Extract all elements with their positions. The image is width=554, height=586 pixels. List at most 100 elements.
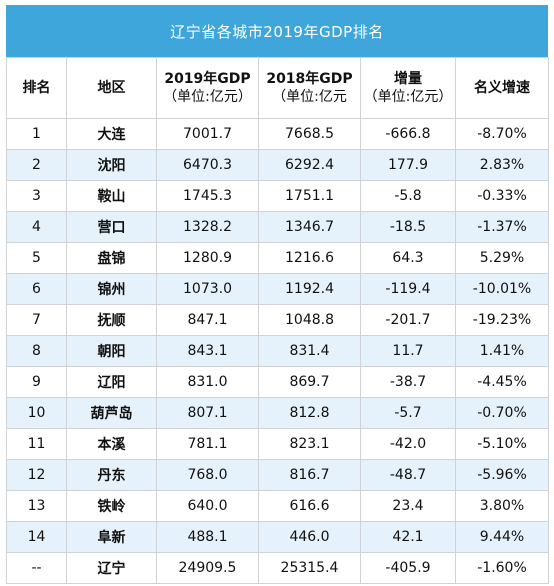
- table-row: 2 沈阳 6470.3 6292.4 177.9 2.83%: [6, 149, 549, 181]
- gdp-2018-cell: 1751.1: [258, 180, 361, 212]
- increase-cell: 23.4: [360, 490, 456, 522]
- gdp-2018-cell: 812.8: [258, 397, 361, 429]
- growth-rate-cell: -0.70%: [455, 397, 549, 429]
- growth-rate-cell: -0.33%: [455, 180, 549, 212]
- increase-cell: -201.7: [360, 304, 456, 336]
- table-row: 11 本溪 781.1 823.1 -42.0 -5.10%: [6, 428, 549, 460]
- header-gdp-2018: 2018年GDP （单位:亿元: [258, 57, 361, 119]
- rank-cell: 2: [6, 149, 67, 181]
- growth-rate-cell: 5.29%: [455, 242, 549, 274]
- region-cell: 营口: [66, 211, 157, 243]
- region-cell: 辽宁: [66, 552, 157, 584]
- rank-cell: 14: [6, 521, 67, 553]
- rank-cell: 11: [6, 428, 67, 460]
- rank-cell: 3: [6, 180, 67, 212]
- region-cell: 沈阳: [66, 149, 157, 181]
- region-cell: 辽阳: [66, 366, 157, 398]
- gdp-2019-cell: 807.1: [156, 397, 259, 429]
- header-gdp-2019-unit: （单位:亿元）: [163, 89, 252, 105]
- table-title: 辽宁省各城市2019年GDP排名: [6, 5, 548, 57]
- rank-cell: 12: [6, 459, 67, 491]
- rank-cell: 10: [6, 397, 67, 429]
- gdp-2018-cell: 25315.4: [258, 552, 361, 584]
- table-row: 12 丹东 768.0 816.7 -48.7 -5.96%: [6, 459, 549, 491]
- rank-cell: 6: [6, 273, 67, 305]
- gdp-2019-cell: 7001.7: [156, 118, 259, 150]
- header-gdp-2019: 2019年GDP （单位:亿元）: [156, 57, 259, 119]
- region-cell: 本溪: [66, 428, 157, 460]
- table-row: 1 大连 7001.7 7668.5 -666.8 -8.70%: [6, 118, 549, 150]
- table-row: 4 营口 1328.2 1346.7 -18.5 -1.37%: [6, 211, 549, 243]
- table-row: 10 葫芦岛 807.1 812.8 -5.7 -0.70%: [6, 397, 549, 429]
- increase-cell: 11.7: [360, 335, 456, 367]
- header-increase: 增量 （单位:亿元）: [360, 57, 456, 119]
- increase-cell: 177.9: [360, 149, 456, 181]
- gdp-2018-cell: 616.6: [258, 490, 361, 522]
- increase-cell: -405.9: [360, 552, 456, 584]
- growth-rate-cell: 1.41%: [455, 335, 549, 367]
- gdp-2019-cell: 847.1: [156, 304, 259, 336]
- growth-rate-cell: -8.70%: [455, 118, 549, 150]
- table-row: 6 锦州 1073.0 1192.4 -119.4 -10.01%: [6, 273, 549, 305]
- table-row: 8 朝阳 843.1 831.4 11.7 1.41%: [6, 335, 549, 367]
- table-row: 13 铁岭 640.0 616.6 23.4 3.80%: [6, 490, 549, 522]
- rank-cell: 13: [6, 490, 67, 522]
- increase-cell: -5.8: [360, 180, 456, 212]
- region-cell: 鞍山: [66, 180, 157, 212]
- gdp-2019-cell: 1745.3: [156, 180, 259, 212]
- region-cell: 盘锦: [66, 242, 157, 274]
- gdp-2019-cell: 831.0: [156, 366, 259, 398]
- gdp-2018-cell: 7668.5: [258, 118, 361, 150]
- growth-rate-cell: -19.23%: [455, 304, 549, 336]
- gdp-2018-cell: 1192.4: [258, 273, 361, 305]
- increase-cell: 42.1: [360, 521, 456, 553]
- gdp-2018-cell: 816.7: [258, 459, 361, 491]
- rank-cell: 9: [6, 366, 67, 398]
- growth-rate-cell: 2.83%: [455, 149, 549, 181]
- header-increase-unit: （单位:亿元）: [363, 89, 453, 105]
- growth-rate-cell: -4.45%: [455, 366, 549, 398]
- region-cell: 铁岭: [66, 490, 157, 522]
- header-rank: 排名: [6, 57, 67, 119]
- region-cell: 抚顺: [66, 304, 157, 336]
- increase-cell: -666.8: [360, 118, 456, 150]
- rank-cell: 5: [6, 242, 67, 274]
- rank-cell: --: [6, 552, 67, 584]
- rank-cell: 7: [6, 304, 67, 336]
- region-cell: 葫芦岛: [66, 397, 157, 429]
- gdp-2019-cell: 1328.2: [156, 211, 259, 243]
- gdp-2019-cell: 640.0: [156, 490, 259, 522]
- table-body: 1 大连 7001.7 7668.5 -666.8 -8.70% 2 沈阳 6470.3 6292…: [6, 118, 549, 584]
- increase-cell: -42.0: [360, 428, 456, 460]
- increase-cell: -38.7: [360, 366, 456, 398]
- table-row: 3 鞍山 1745.3 1751.1 -5.8 -0.33%: [6, 180, 549, 212]
- header-region: 地区: [66, 57, 157, 119]
- header-gdp-2018-unit: （单位:亿元: [272, 89, 347, 105]
- gdp-2019-cell: 843.1: [156, 335, 259, 367]
- table-row: 9 辽阳 831.0 869.7 -38.7 -4.45%: [6, 366, 549, 398]
- increase-cell: -18.5: [360, 211, 456, 243]
- increase-cell: -119.4: [360, 273, 456, 305]
- increase-cell: -48.7: [360, 459, 456, 491]
- gdp-2018-cell: 1346.7: [258, 211, 361, 243]
- gdp-2018-cell: 446.0: [258, 521, 361, 553]
- growth-rate-cell: 3.80%: [455, 490, 549, 522]
- growth-rate-cell: 9.44%: [455, 521, 549, 553]
- total-row: -- 辽宁 24909.5 25315.4 -405.9 -1.60%: [6, 552, 549, 584]
- region-cell: 大连: [66, 118, 157, 150]
- gdp-2019-cell: 6470.3: [156, 149, 259, 181]
- gdp-2019-cell: 768.0: [156, 459, 259, 491]
- rank-cell: 8: [6, 335, 67, 367]
- growth-rate-cell: -1.60%: [455, 552, 549, 584]
- growth-rate-cell: -5.96%: [455, 459, 549, 491]
- gdp-2019-cell: 488.1: [156, 521, 259, 553]
- region-cell: 朝阳: [66, 335, 157, 367]
- gdp-2018-cell: 6292.4: [258, 149, 361, 181]
- gdp-2019-cell: 1073.0: [156, 273, 259, 305]
- gdp-2018-cell: 869.7: [258, 366, 361, 398]
- growth-rate-cell: -1.37%: [455, 211, 549, 243]
- gdp-2018-cell: 831.4: [258, 335, 361, 367]
- region-cell: 丹东: [66, 459, 157, 491]
- table-row: 5 盘锦 1280.9 1216.6 64.3 5.29%: [6, 242, 549, 274]
